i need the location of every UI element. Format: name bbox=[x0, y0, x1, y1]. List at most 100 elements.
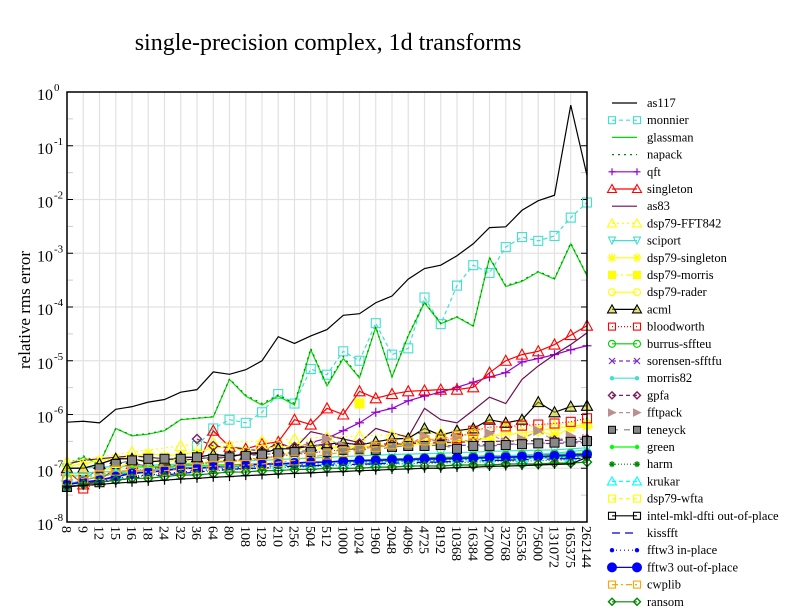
marker-square bbox=[451, 280, 463, 291]
marker-plus bbox=[501, 368, 511, 378]
marker-square bbox=[632, 511, 642, 520]
marker-bigdot bbox=[175, 463, 186, 474]
marker-diamond bbox=[607, 390, 617, 400]
legend-item: bloodworth bbox=[607, 320, 705, 334]
marker-plus bbox=[355, 418, 364, 428]
legend-label: glassman bbox=[647, 130, 694, 144]
y-tick-base: 10 bbox=[37, 141, 53, 158]
x-tick-label: 18 bbox=[139, 526, 154, 540]
marker-diamond bbox=[191, 433, 203, 445]
x-tick-label: 32768 bbox=[497, 526, 512, 561]
marker-triangle bbox=[631, 183, 643, 194]
x-tick-label: 1024 bbox=[351, 526, 366, 554]
legend-label: burrus-sffteu bbox=[647, 337, 712, 351]
marker-triangle bbox=[531, 395, 545, 408]
marker-plus bbox=[566, 345, 576, 355]
marker-plus bbox=[403, 464, 413, 474]
x-tick-label: 9 bbox=[74, 526, 89, 533]
x-tick-label: 27000 bbox=[481, 526, 496, 561]
series-glassman bbox=[66, 242, 588, 467]
y-tick-label: 10 -8 bbox=[37, 512, 64, 534]
marker-triangle bbox=[385, 387, 399, 400]
legend-label: dsp79-FFT842 bbox=[647, 216, 721, 230]
marker-triangle bbox=[434, 428, 448, 441]
marker-invtriangle bbox=[632, 236, 642, 246]
marker-dot bbox=[609, 548, 615, 553]
marker-triangle bbox=[206, 424, 220, 436]
marker-plus bbox=[273, 469, 283, 479]
marker-circle bbox=[500, 429, 511, 440]
chart-title: single-precision complex, 1d transforms bbox=[135, 30, 522, 56]
marker-bigdot bbox=[387, 454, 397, 465]
x-tick-label: 75600 bbox=[529, 526, 544, 561]
legend-label: fftw3 in-place bbox=[647, 543, 718, 557]
marker-square bbox=[608, 271, 616, 279]
legend-label: as117 bbox=[647, 96, 676, 110]
marker-plus bbox=[257, 470, 267, 480]
marker-square bbox=[322, 447, 332, 458]
legend-item: gpfa bbox=[607, 388, 670, 402]
marker-plus bbox=[241, 471, 251, 481]
marker-square bbox=[159, 453, 170, 464]
marker-bigdot bbox=[607, 562, 617, 573]
legend-label: gpfa bbox=[647, 388, 670, 402]
x-tick-label: 16 bbox=[123, 526, 138, 540]
marker-plus bbox=[176, 474, 186, 484]
marker-bigdot bbox=[517, 451, 527, 462]
marker-bigdot bbox=[208, 462, 219, 473]
marker-square bbox=[419, 440, 430, 451]
marker-square bbox=[321, 449, 333, 460]
marker-bigdot bbox=[452, 453, 462, 464]
marker-square bbox=[607, 116, 617, 125]
marker-dot bbox=[634, 444, 640, 450]
marker-triangle bbox=[606, 303, 618, 314]
marker-square bbox=[305, 452, 316, 463]
marker-square bbox=[565, 212, 576, 223]
x-tick-label: 36 bbox=[188, 526, 203, 540]
legend-item: sorensen-sfftfu bbox=[608, 354, 722, 368]
legend-item: fftw3 in-place bbox=[609, 543, 718, 557]
marker-bigdot bbox=[354, 455, 365, 466]
marker-square bbox=[500, 242, 511, 253]
series-line bbox=[66, 242, 588, 467]
marker-square bbox=[533, 438, 544, 449]
marker-square bbox=[338, 447, 349, 458]
marker-dot bbox=[609, 444, 615, 450]
marker-cross bbox=[608, 357, 616, 365]
marker-square bbox=[607, 580, 617, 589]
series-line bbox=[440, 442, 588, 447]
marker-plus bbox=[517, 461, 527, 471]
marker-square bbox=[633, 425, 641, 434]
marker-star bbox=[607, 253, 617, 263]
marker-plus bbox=[533, 460, 543, 470]
marker-triangle bbox=[606, 183, 618, 194]
legend-label: teneyck bbox=[647, 423, 687, 437]
marker-star-ray bbox=[208, 443, 218, 453]
legend-label: monnier bbox=[647, 113, 689, 127]
x-tick-label: 8 bbox=[58, 526, 73, 533]
series-line bbox=[83, 417, 588, 490]
marker-triangle bbox=[631, 217, 643, 228]
marker-triangle bbox=[548, 405, 561, 418]
marker-triangle bbox=[336, 407, 350, 420]
series-line bbox=[66, 104, 588, 424]
marker-bigdot bbox=[435, 453, 446, 464]
x-tick-label: 16384 bbox=[464, 526, 479, 561]
marker-triangle bbox=[564, 400, 578, 412]
marker-plus bbox=[420, 463, 429, 473]
marker-star bbox=[632, 253, 642, 263]
marker-triangle bbox=[450, 383, 464, 395]
marker-square bbox=[127, 455, 137, 466]
marker-square bbox=[608, 425, 616, 434]
marker-plus bbox=[387, 403, 397, 413]
marker-square bbox=[143, 466, 154, 478]
y-tick-exp: -1 bbox=[54, 136, 63, 148]
series-as117 bbox=[66, 104, 588, 424]
y-axis-label: relative rms error bbox=[15, 251, 34, 369]
marker-bigdot bbox=[143, 467, 154, 478]
marker-square bbox=[240, 459, 251, 471]
legend-item: krukar bbox=[606, 474, 680, 488]
marker-bigdot bbox=[632, 562, 642, 573]
marker-square bbox=[549, 437, 560, 448]
